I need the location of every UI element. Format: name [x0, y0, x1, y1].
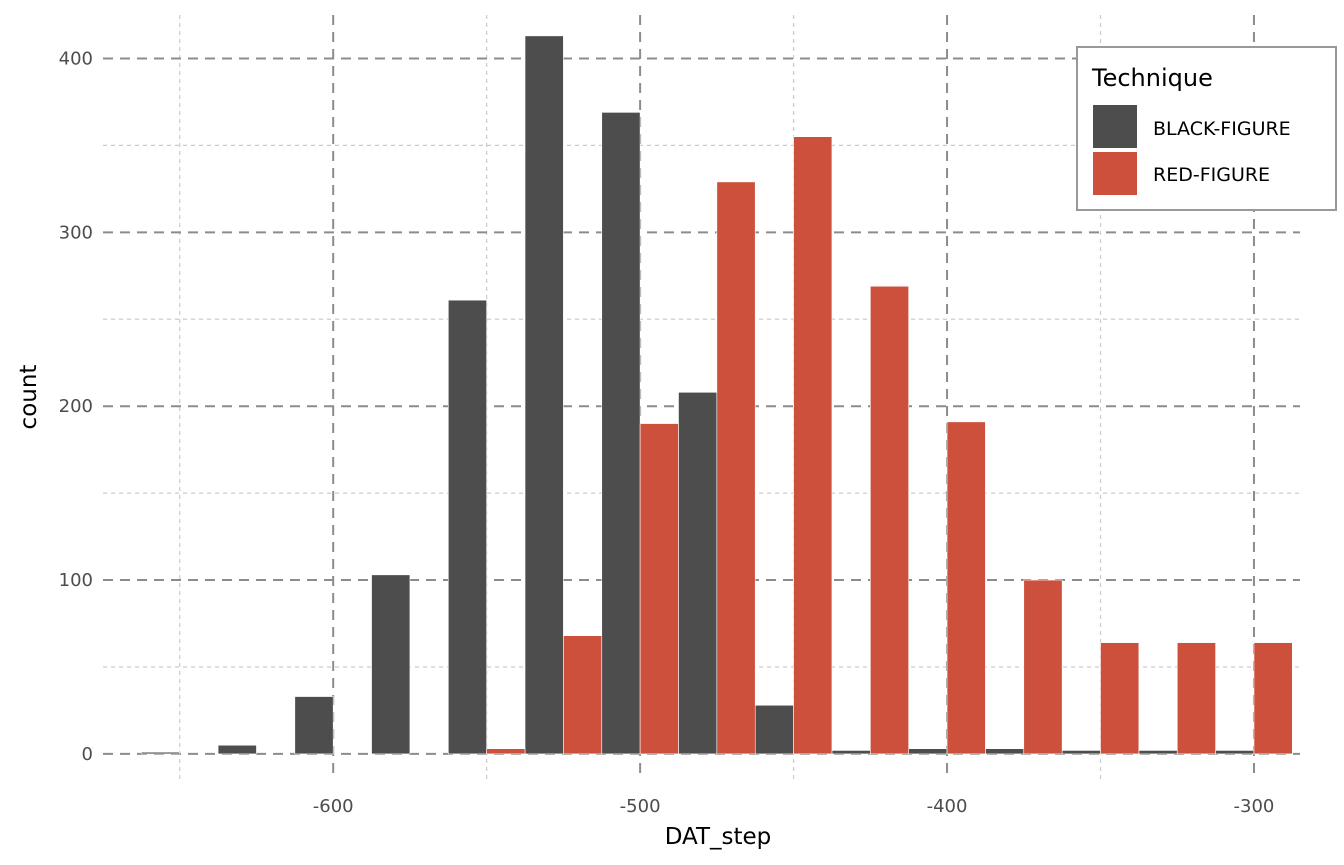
- bar-red-figure: [716, 181, 756, 755]
- bar-black-figure: [217, 744, 257, 755]
- y-tick-label: 0: [82, 744, 93, 765]
- legend: Technique BLACK-FIGURE RED-FIGURE: [1076, 46, 1337, 211]
- bar-black-figure: [1138, 750, 1178, 755]
- x-axis-title: DAT_step: [665, 824, 772, 850]
- bar-black-figure: [141, 751, 181, 755]
- y-tick-label: 100: [59, 570, 93, 591]
- legend-swatch-red-figure: [1093, 152, 1137, 195]
- x-tick-label: -600: [313, 796, 354, 817]
- bar-black-figure: [985, 748, 1025, 755]
- legend-swatch-black-figure: [1093, 105, 1137, 148]
- x-tick-labels: -600 -500 -400 -300: [313, 796, 1275, 817]
- bar-red-figure: [870, 285, 909, 755]
- bar-black-figure: [447, 299, 487, 755]
- bar-black-figure: [524, 35, 564, 755]
- bar-black-figure: [1061, 750, 1101, 755]
- bar-red-figure: [1100, 642, 1140, 755]
- bar-red-figure: [946, 421, 986, 755]
- legend-label-black-figure: BLACK-FIGURE: [1153, 118, 1291, 140]
- bar-red-figure: [486, 748, 526, 755]
- bar-black-figure: [678, 391, 718, 755]
- x-tick-label: -400: [927, 796, 968, 817]
- y-tick-label: 200: [59, 396, 93, 417]
- bar-black-figure: [831, 750, 871, 755]
- x-tick-label: -300: [1234, 796, 1275, 817]
- bar-red-figure: [639, 423, 679, 755]
- bar-black-figure: [1215, 750, 1255, 755]
- bar-black-figure: [294, 696, 334, 755]
- bar-red-figure: [563, 635, 603, 755]
- y-axis-title: count: [16, 365, 42, 430]
- legend-title: Technique: [1091, 64, 1213, 92]
- y-tick-label: 300: [59, 222, 93, 243]
- y-tick-label: 400: [59, 48, 93, 69]
- bar-black-figure: [371, 574, 411, 755]
- bars-layer: [141, 35, 1293, 755]
- bar-red-figure: [1253, 642, 1293, 755]
- bar-black-figure: [754, 704, 794, 755]
- legend-label-red-figure: RED-FIGURE: [1153, 164, 1270, 186]
- y-tick-labels: 0 100 200 300 400: [59, 48, 93, 764]
- bar-black-figure: [601, 112, 641, 755]
- x-tick-label: -500: [620, 796, 661, 817]
- bar-red-figure: [1023, 579, 1063, 755]
- bar-black-figure: [908, 748, 948, 755]
- bar-red-figure: [1176, 642, 1216, 755]
- bar-red-figure: [793, 136, 833, 755]
